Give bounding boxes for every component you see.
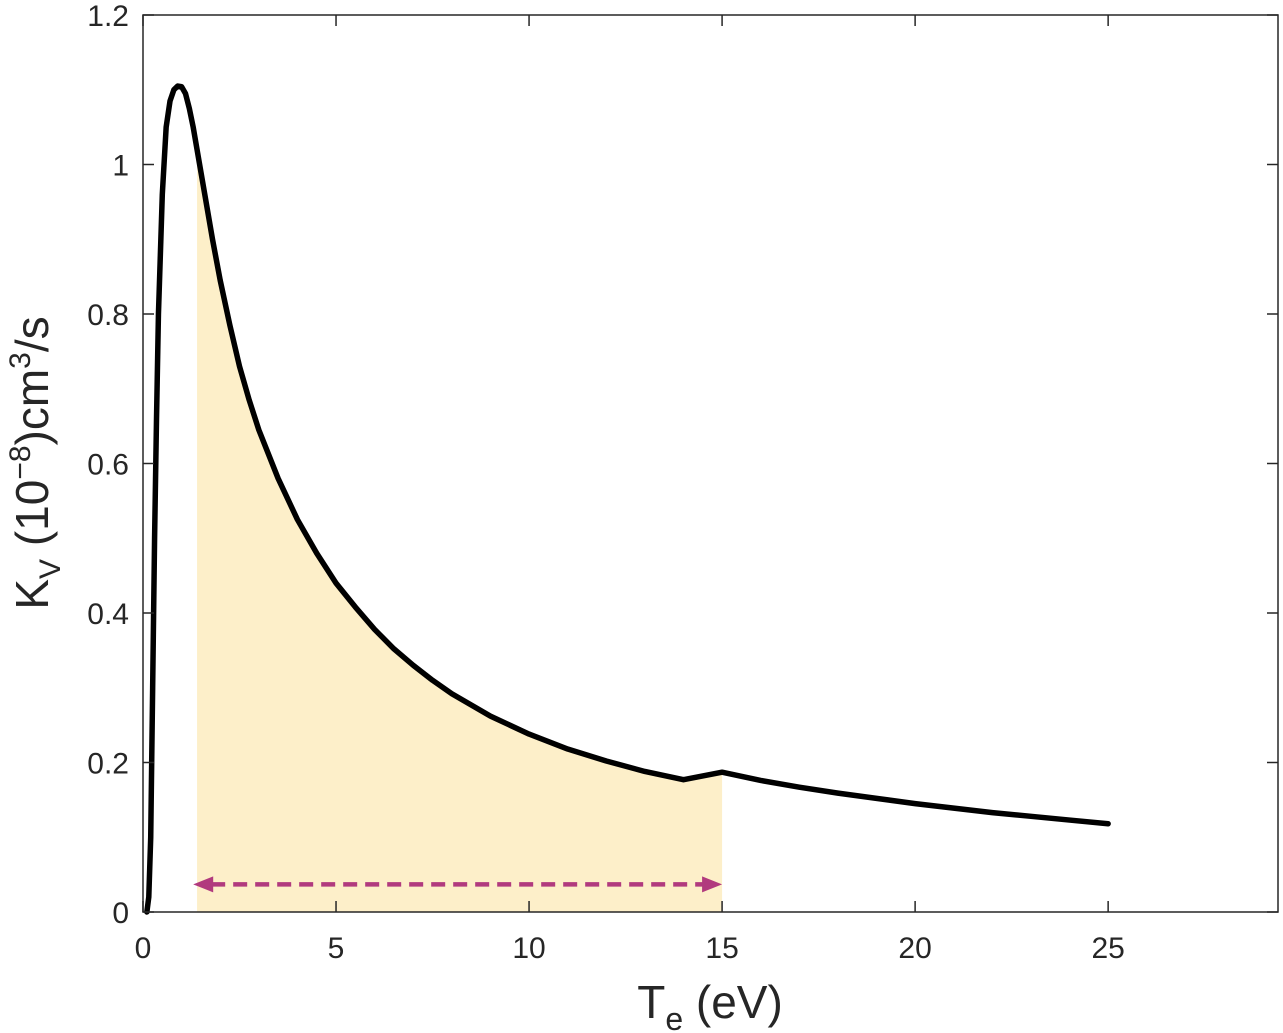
x-tick-label: 20 <box>898 932 931 965</box>
x-tick-label: 10 <box>512 932 545 965</box>
series-line <box>144 83 1111 915</box>
shaded-region-layer <box>197 149 723 913</box>
tick-layer: 0 5 10 15 20 25 0 0.2 0.4 0.6 0.8 1 1.2 <box>87 0 1278 965</box>
range-arrow-head-left <box>193 876 214 893</box>
y-axis-title-part2: )cm <box>6 369 58 446</box>
y-axis-title-sup1: −8 <box>4 445 37 479</box>
shaded-region <box>197 149 723 913</box>
range-arrow-layer <box>193 876 723 893</box>
y-tick-label: 0.2 <box>87 748 129 781</box>
y-tick-label: 1.2 <box>87 0 129 33</box>
y-tick-label: 1 <box>112 150 129 183</box>
x-axis-title-sub: e <box>665 1001 683 1033</box>
x-axis-title-main: T <box>637 976 665 1028</box>
series-line-layer <box>144 83 1111 915</box>
y-axis-title: KV (10−8)cm3/s <box>4 316 67 609</box>
y-axis-title-main: K <box>6 579 58 610</box>
y-axis-title-sup2: 3 <box>4 352 37 369</box>
y-axis-title-part3: /s <box>6 316 58 352</box>
x-axis-title: Te (eV) <box>637 976 783 1033</box>
y-axis-title-sub: V <box>34 559 67 579</box>
y-tick-label: 0.6 <box>87 449 129 482</box>
y-tick-label: 0 <box>112 897 129 930</box>
x-axis-title-rest: (eV) <box>683 976 783 1028</box>
x-tick-label: 5 <box>328 932 345 965</box>
y-axis-title-part1: (10 <box>6 480 58 559</box>
y-tick-label: 0.4 <box>87 598 129 631</box>
x-tick-label: 25 <box>1091 932 1124 965</box>
x-tick-label: 15 <box>705 932 738 965</box>
y-tick-label: 0.8 <box>87 299 129 332</box>
range-arrow-head-right <box>702 876 723 893</box>
x-tick-label: 0 <box>135 932 152 965</box>
